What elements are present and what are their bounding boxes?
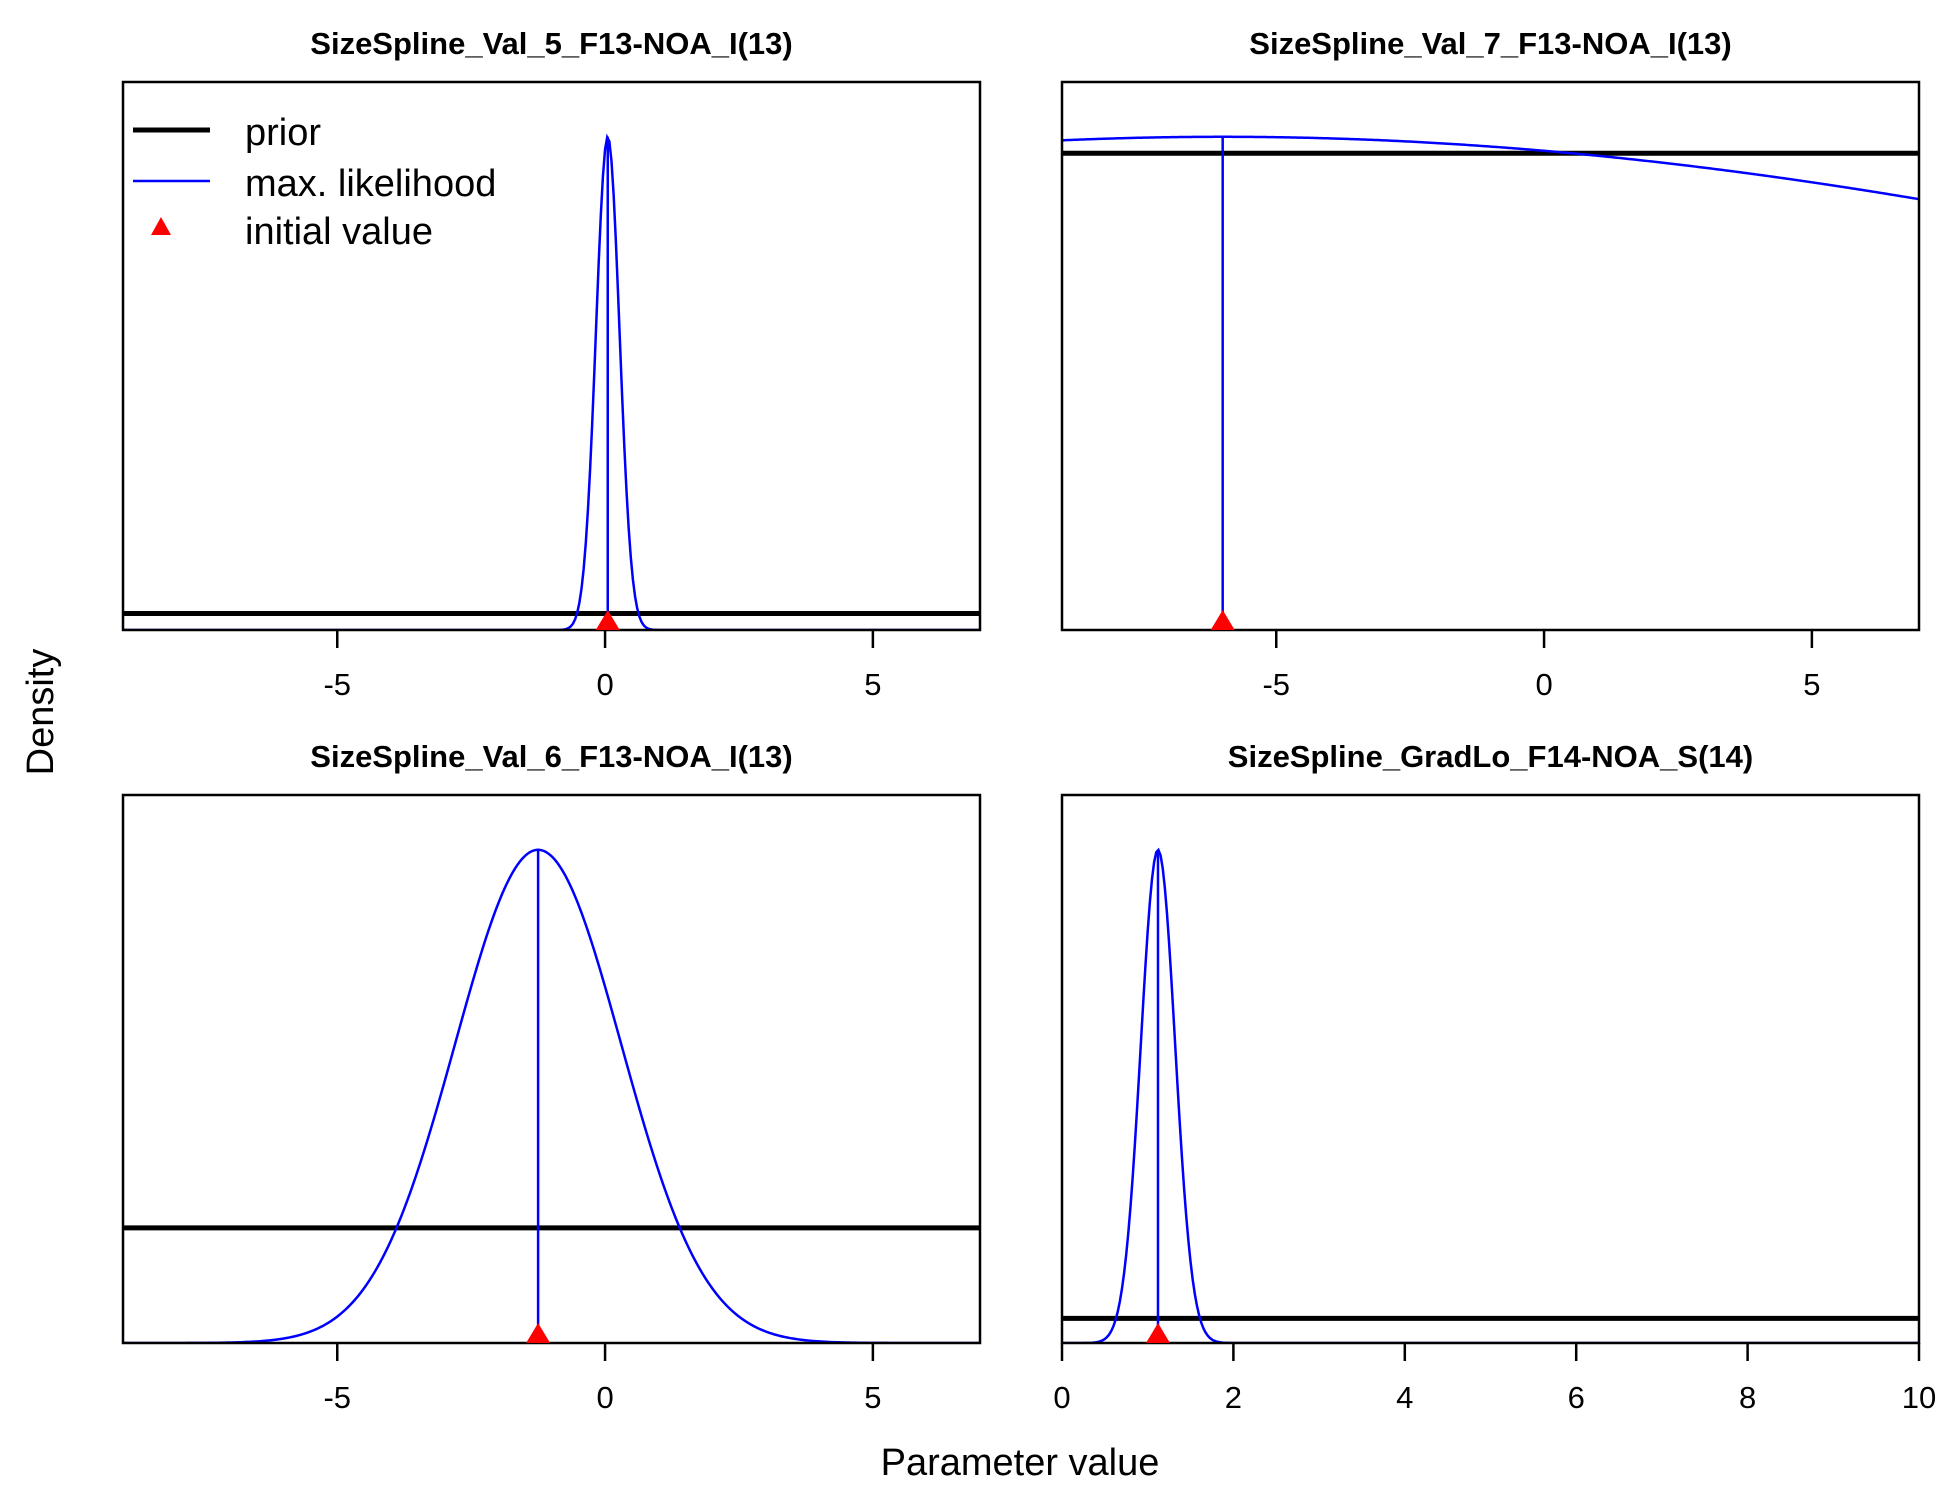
panel-title: SizeSpline_Val_6_F13-NOA_I(13): [310, 739, 792, 774]
x-tick-label: -5: [323, 1380, 351, 1415]
x-tick-label: 5: [864, 667, 881, 702]
x-tick-label: 10: [1902, 1380, 1936, 1415]
panels: SizeSpline_Val_5_F13-NOA_I(13)-5 0 5SizeSp…: [121, 26, 1936, 1415]
legend-initial-swatch: [151, 217, 171, 235]
plot-frame: [1060, 793, 1921, 1345]
x-tick-label: -5: [323, 667, 351, 702]
y-axis-title: Density: [20, 649, 62, 776]
initial-value-marker: [595, 610, 620, 630]
x-tick-label: 4: [1396, 1380, 1413, 1415]
x-tick-label: 2: [1225, 1380, 1242, 1415]
x-axis-title: Parameter value: [881, 1442, 1160, 1484]
initial-value-marker: [1210, 610, 1235, 630]
legend: prior max. likelihood initial value: [133, 112, 496, 253]
panel-title: SizeSpline_Val_7_F13-NOA_I(13): [1249, 26, 1731, 61]
likelihood-curve: [123, 848, 980, 1343]
panel-1: SizeSpline_Val_5_F13-NOA_I(13) -5 0 5: [121, 26, 982, 702]
plot-frame: [1060, 80, 1921, 632]
x-tick-label: 0: [596, 667, 613, 702]
x-tick-label: 6: [1568, 1380, 1585, 1415]
legend-prior-label: prior: [245, 112, 321, 154]
x-tick-label: 0: [1053, 1380, 1070, 1415]
plot-area: [1062, 135, 1919, 630]
panel-3: SizeSpline_Val_6_F13-NOA_I(13) -5 0 5: [121, 739, 982, 1415]
initial-value-marker: [1145, 1323, 1170, 1343]
panel-2: SizeSpline_Val_7_F13-NOA_I(13) -5 0 5: [1060, 26, 1921, 702]
x-tick-label: 0: [596, 1380, 613, 1415]
x-tick-label: 5: [1803, 667, 1820, 702]
plot-area: [1062, 847, 1919, 1343]
x-tick-label: 5: [864, 1380, 881, 1415]
legend-likelihood-label: max. likelihood: [245, 163, 496, 205]
panel-title: SizeSpline_GradLo_F14-NOA_S(14): [1228, 739, 1753, 774]
likelihood-curve: [1062, 135, 1919, 201]
likelihood-curve: [1062, 847, 1919, 1343]
x-tick-label: -5: [1262, 667, 1290, 702]
x-tick-label: 0: [1535, 667, 1552, 702]
plot-area: [123, 848, 980, 1343]
initial-value-marker: [526, 1323, 551, 1343]
x-tick-label: 8: [1739, 1380, 1756, 1415]
panel-4: SizeSpline_GradLo_F14-NOA_S(14) 0 2 4 6 8 10: [1053, 739, 1936, 1415]
plot-frame: [121, 80, 982, 632]
legend-initial-label: initial value: [245, 211, 433, 253]
panel-title: SizeSpline_Val_5_F13-NOA_I(13): [310, 26, 792, 61]
plot-frame: [121, 793, 982, 1345]
